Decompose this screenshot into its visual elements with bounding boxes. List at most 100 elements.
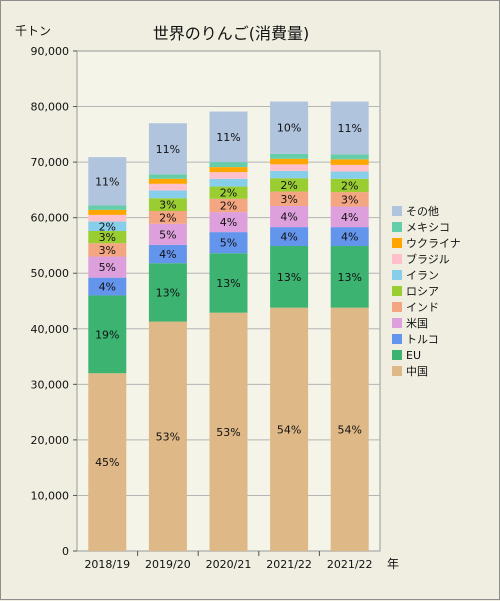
bar-segment [330,178,369,193]
bar-segment [148,183,187,191]
bar-segment [270,206,309,228]
bar-segment [148,211,187,224]
data-label: 13% [337,271,361,284]
bar-segment [88,157,127,206]
bar-segment [209,172,248,179]
data-label: 3% [99,244,116,257]
bar-segment [148,263,187,322]
y-tick-label: 10,000 [31,489,70,502]
y-tick-label: 40,000 [31,323,70,336]
data-label: 4% [341,211,358,224]
bar-segment [88,231,127,244]
bar-segment [209,253,248,313]
bar-segment [148,123,187,175]
legend-swatch [392,206,402,216]
bar-segment [148,198,187,211]
legend-swatch [392,254,402,264]
bar-segment [330,171,369,179]
data-label: 11% [156,143,180,156]
legend-swatch [392,366,402,376]
data-label: 3% [280,193,297,206]
data-labels: 45%19%4%5%3%3%2%11%53%13%4%5%2%3%11%53%1… [95,122,362,469]
legend-label: メキシコ [406,221,450,234]
y-tick-label: 90,000 [31,45,70,58]
bar-segment [330,159,369,165]
data-label: 10% [277,122,301,135]
y-tick-label: 50,000 [31,267,70,280]
legend-swatch [392,302,402,312]
bar-segment [330,154,369,160]
bar-segment [148,174,187,179]
data-label: 2% [341,179,358,192]
bar-segment [330,101,369,155]
bar-segment [148,321,187,551]
bar-segment [270,153,309,159]
legend-label: 中国 [406,365,428,378]
data-label: 53% [156,430,180,443]
bar-segment [148,190,187,199]
x-tick-label: 2019/20 [145,558,191,571]
bar-segment [270,164,309,171]
legend-swatch [392,222,402,232]
x-tick-label: 2020/21 [206,558,252,571]
bar-segment [330,164,369,172]
data-label: 4% [341,231,358,244]
bar-segment [270,171,309,179]
bar-segment [209,198,248,213]
bar-segment [330,307,369,551]
data-label: 2% [220,187,237,200]
x-tick-label: 2021/22 [266,558,312,571]
bar-segment [209,162,248,168]
data-label: 4% [99,281,116,294]
data-label: 2% [280,179,297,192]
bar-segment [270,227,309,246]
y-tick-label: 80,000 [31,101,70,114]
legend-swatch [392,238,402,248]
x-axis: 2018/19 2019/20 2020/21 2021/22 2021/22 [84,551,373,571]
legend-label: イラン [406,269,439,282]
bar-segment [88,243,127,257]
bar-segment [148,244,187,264]
legend-label: ロシア [406,285,439,298]
bar-segment [88,221,127,231]
bar-segment [270,191,309,206]
bar-segment [209,212,248,233]
data-label: 13% [277,271,301,284]
data-label: 11% [216,131,240,144]
data-label: 4% [159,248,176,261]
bar-segment [88,295,127,374]
legend-swatch [392,334,402,344]
y-axis: 0 10,000 20,000 30,000 40,000 50,000 60,000 70,… [31,45,77,558]
data-label: 13% [216,277,240,290]
data-label: 5% [99,261,116,274]
bar-segment [330,227,369,246]
bar-segment [270,178,309,192]
y-tick-label: 30,000 [31,378,70,391]
data-label: 3% [159,199,176,212]
data-label: 19% [95,328,119,341]
y-tick-label: 60,000 [31,212,70,225]
chart-title: 世界のりんご(消費量) [153,24,310,43]
bar-segment [88,214,127,222]
bar-segment [330,246,369,308]
x-tick-label: 2021/22 [327,558,373,571]
data-label: 4% [280,231,297,244]
data-label: 5% [159,228,176,241]
data-label: 11% [337,122,361,135]
bar-segment [88,256,127,278]
x-tick-label: 2018/19 [84,558,130,571]
bar-segment [88,209,127,215]
data-label: 5% [220,237,237,250]
bar-segment [209,111,248,163]
data-label: 3% [341,193,358,206]
bar-segment [148,223,187,245]
y-axis-unit-label: 千トン [15,24,51,38]
legend-label: インド [406,301,439,314]
y-tick-label: 70,000 [31,156,70,169]
bar-segment [209,178,248,187]
data-label: 11% [95,175,119,188]
bar-segment [209,232,248,254]
y-tick-label: 20,000 [31,434,70,447]
